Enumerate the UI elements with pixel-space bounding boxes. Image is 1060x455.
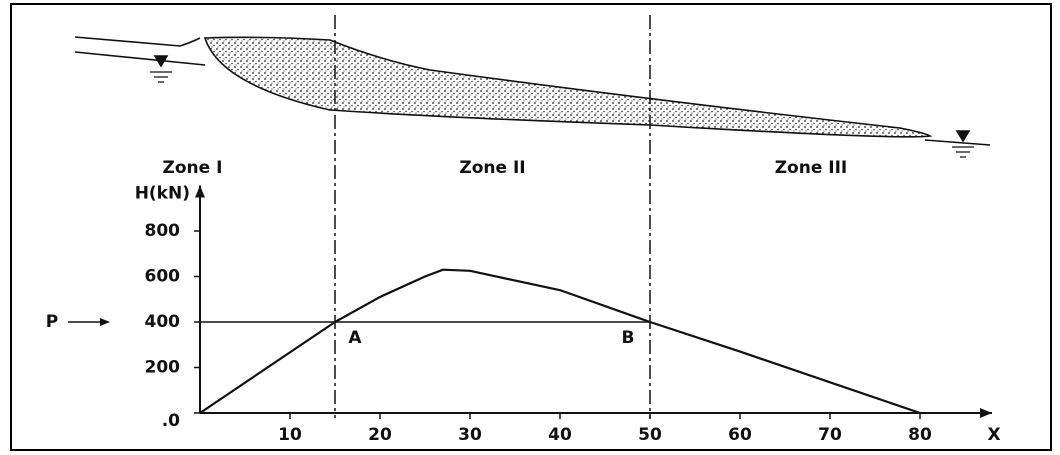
x-tick-label: 40 [548,425,572,445]
x-axis-label: X [987,425,1000,445]
y-axis-label: H(kN) [135,184,190,204]
y-tick-label: 400 [145,312,181,332]
zone-label: Zone III [775,158,848,178]
x-tick-label: 80 [908,425,932,445]
y-tick-label: .0 [162,411,180,431]
zone-label: Zone I [163,158,223,178]
y-tick-label: 600 [145,267,181,287]
frame [10,3,1052,451]
x-tick-label: 60 [728,425,752,445]
point-label: B [622,328,635,348]
point-label: A [348,328,362,348]
data-line [199,268,921,415]
y-tick-label: 200 [145,358,181,378]
y-axis-arrow [195,185,205,198]
zone-label: Zone II [459,158,525,178]
x-tick-label: 30 [458,425,482,445]
reference-arrowhead [100,318,110,326]
x-tick-label: 70 [818,425,842,445]
y-tick-label: 800 [145,221,181,241]
x-axis-arrow [980,408,992,418]
ice-jam-sketch [74,36,991,158]
x-tick-label: 10 [278,425,302,445]
x-tick-label: 50 [638,425,662,445]
x-tick-label: 20 [368,425,392,445]
reference-label: P [46,312,58,332]
